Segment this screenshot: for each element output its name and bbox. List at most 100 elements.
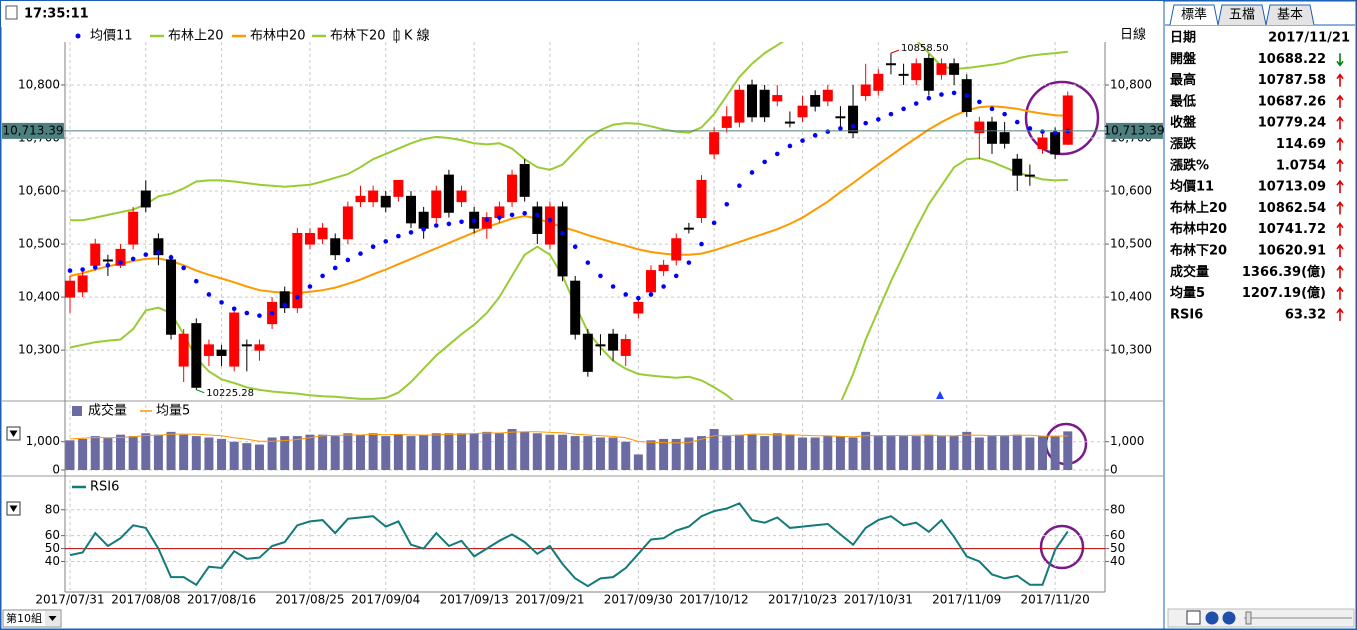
panel-toggle[interactable] [6, 426, 21, 441]
volume-bar [330, 436, 340, 470]
ma-dot [812, 133, 818, 138]
ma-dot [939, 92, 944, 97]
ma-dot [863, 120, 868, 126]
x-tick-label: 2017/09/21 [515, 593, 584, 607]
info-value: 10688.22 [1258, 52, 1326, 67]
price-plot [65, 42, 1073, 400]
trend-arrow [1336, 94, 1344, 108]
x-tick-label: 2017/09/13 [440, 593, 509, 607]
ma-dot [585, 260, 591, 265]
volume-bar [608, 437, 618, 470]
x-tick-label: 2017/10/23 [768, 593, 837, 607]
y-tick-label: 10,600 [18, 184, 60, 198]
ma-dot [143, 252, 149, 257]
tab-label: 標準 [1181, 7, 1207, 23]
candle-body [393, 179, 404, 197]
volume-bar [229, 441, 239, 470]
ma-dot [623, 292, 629, 297]
ma-dot [408, 230, 414, 235]
ma-dot [724, 201, 730, 207]
ma-dot [711, 220, 717, 226]
volume-bar [697, 436, 706, 470]
ma-dot [547, 217, 553, 223]
ma-dot [522, 211, 527, 216]
info-label: 最低 [1170, 93, 1196, 109]
volume-bar [368, 433, 378, 470]
ma-dot [774, 151, 780, 157]
ma-dot [383, 239, 389, 244]
volume-bar [659, 438, 669, 470]
info-label: 漲跌 [1170, 136, 1197, 152]
volume-bar [78, 438, 88, 470]
volume-bar [318, 434, 328, 470]
series-line [69, 157, 1068, 400]
info-value: 2017/11/21 [1268, 31, 1350, 46]
volume-bar [545, 434, 555, 470]
volume-bar [633, 454, 643, 470]
info-value: 63.32 [1285, 307, 1326, 322]
ma-dot [560, 231, 565, 236]
info-label: 最高 [1170, 72, 1196, 88]
volume-bar [595, 437, 605, 470]
candle-body [115, 248, 126, 266]
volume-bar [899, 436, 909, 470]
volume-bar [873, 436, 883, 470]
series-line [69, 502, 1069, 588]
ma-dot [989, 106, 995, 112]
ma-dot [433, 223, 439, 228]
legend-label: 均價11 [90, 29, 133, 44]
volume-bar [90, 436, 100, 470]
x-tick-label: 2017/08/08 [111, 593, 180, 607]
ma-dot [194, 278, 199, 284]
ma-dot [648, 292, 654, 297]
side-toolbar[interactable] [1167, 608, 1355, 628]
candle-body [65, 280, 75, 298]
ma-dot [497, 215, 502, 220]
legend-label: K 線 [404, 28, 430, 44]
volume-bar [292, 436, 302, 470]
panel-toggle[interactable] [6, 501, 21, 516]
tab[interactable] [1217, 4, 1267, 26]
volume-bar [381, 436, 391, 470]
trend-arrow [1336, 264, 1344, 279]
ma-dot [610, 284, 616, 289]
candle-body [608, 333, 619, 351]
candle-body [683, 227, 694, 230]
candle-body [734, 89, 745, 123]
volume-bar [886, 436, 896, 470]
volume-bar [128, 436, 138, 470]
candle-body [696, 179, 707, 219]
volume-bar [1012, 434, 1022, 470]
trend-arrow [1336, 307, 1344, 321]
volume-bar [305, 434, 315, 470]
info-label: 成交量 [1170, 264, 1209, 280]
candle-body [848, 105, 859, 134]
tab[interactable] [1265, 4, 1315, 26]
info-value: 10787.58 [1258, 73, 1326, 88]
trend-arrow [1336, 73, 1344, 87]
candle-body [128, 211, 139, 245]
info-label: 均量5 [1170, 285, 1205, 301]
ma-dot [295, 294, 300, 300]
candle-body [178, 333, 189, 367]
candle-body [443, 174, 454, 213]
max-leader [890, 49, 900, 54]
tab[interactable] [1169, 4, 1219, 26]
volume-bar [936, 436, 946, 470]
ma-dot [257, 313, 262, 318]
candle-body [822, 89, 833, 102]
ma-dot [130, 256, 136, 262]
volume-bar [798, 437, 808, 470]
group-selector[interactable] [2, 609, 62, 628]
y-tick-label: 40 [1110, 554, 1125, 568]
ma-dot [888, 111, 894, 117]
y-tick-label: 10,600 [1110, 184, 1152, 198]
price-tag-label: 10,713.39 [1103, 123, 1164, 137]
ma-dot [913, 101, 919, 106]
ma-dot [156, 250, 161, 255]
volume-bar [1063, 431, 1073, 470]
candle-body [229, 312, 240, 367]
candle-body [254, 344, 265, 351]
ma-dot [118, 260, 123, 265]
